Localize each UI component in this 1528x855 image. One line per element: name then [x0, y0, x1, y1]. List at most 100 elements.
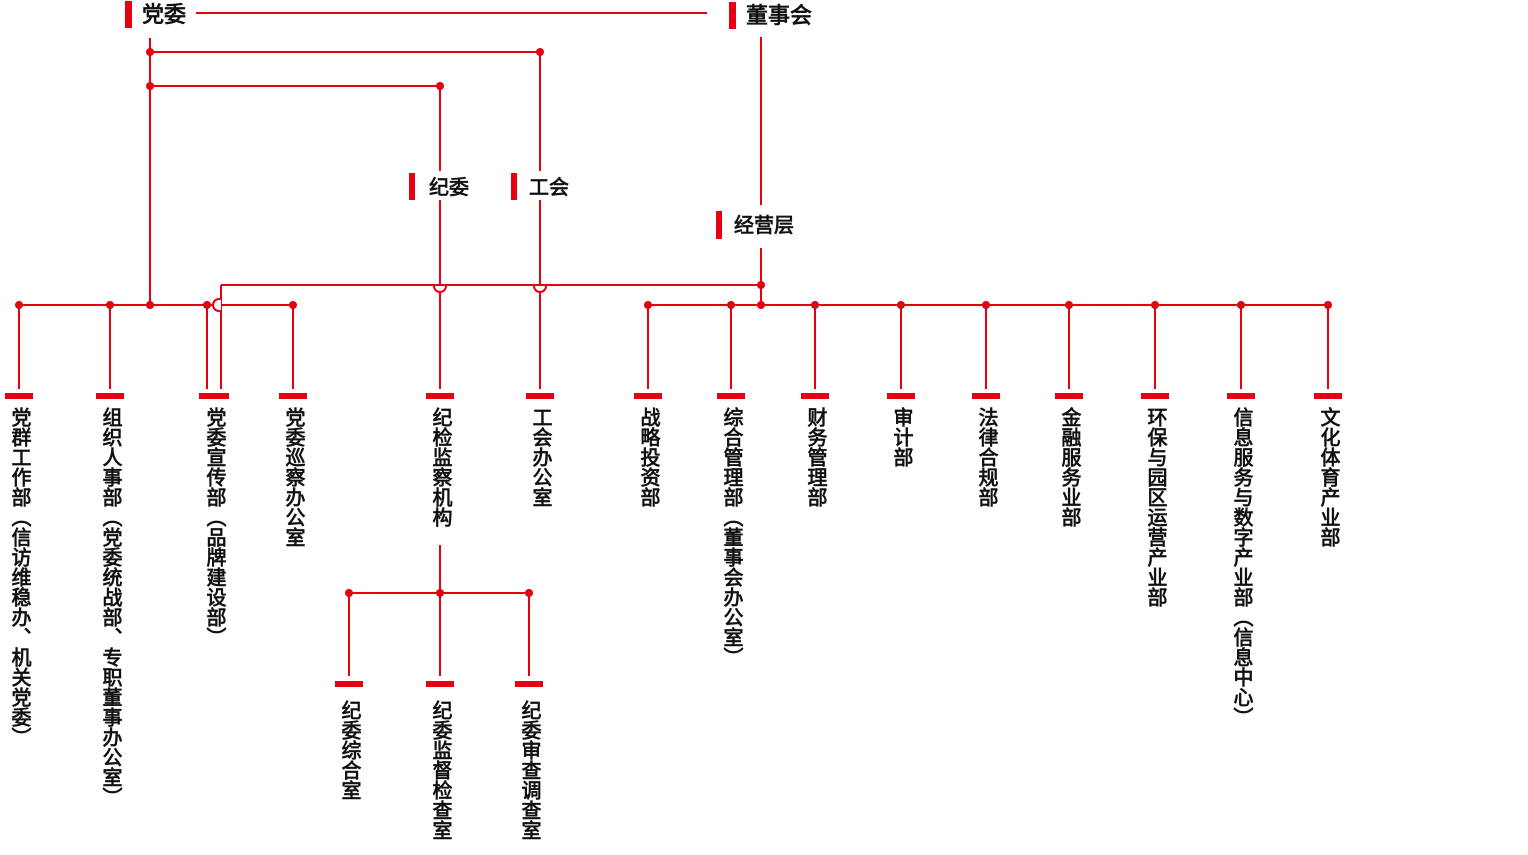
connector-line-vertical: [439, 86, 441, 171]
junction-dot: [644, 301, 652, 309]
department-bar: [426, 393, 454, 399]
node-label-labor-union: 工会: [529, 177, 569, 199]
junction-dot: [15, 301, 23, 309]
connector-line-vertical: [760, 248, 762, 306]
connector-line-vertical: [149, 38, 151, 306]
discipline-committee-accent-bar: [409, 173, 415, 200]
connector-line-vertical: [539, 52, 541, 171]
junction-dot: [345, 589, 353, 597]
connector-line-vertical: [439, 200, 441, 389]
department-label: 党委巡察办公室: [282, 407, 304, 547]
discipline-office-label: 纪委监督检查室: [429, 700, 451, 840]
department-label: 信息服务与数字产业部（信息中心）: [1230, 407, 1252, 727]
department-bar: [801, 393, 829, 399]
department-bar: [279, 393, 307, 399]
junction-dot: [146, 82, 154, 90]
junction-dot: [106, 301, 114, 309]
node-label-party-committee: 党委: [142, 2, 187, 27]
department-label: 战略投资部: [637, 407, 659, 507]
connector-line-vertical: [814, 305, 816, 389]
connector-line-vertical: [348, 593, 350, 676]
party-committee-accent-bar: [125, 1, 132, 28]
junction-dot: [1237, 301, 1245, 309]
connector-line-vertical: [1327, 305, 1329, 389]
junction-dot: [727, 301, 735, 309]
connector-line-vertical: [439, 545, 441, 593]
department-bar: [1314, 393, 1342, 399]
discipline-office-bar: [335, 681, 363, 687]
board-of-directors-accent-bar: [729, 2, 736, 29]
department-bar: [1227, 393, 1255, 399]
connector-line-horizontal: [150, 85, 441, 87]
connector-line-vertical: [439, 593, 441, 676]
department-label: 环保与园区运营产业部: [1144, 407, 1166, 607]
connector-line-horizontal: [19, 304, 293, 306]
discipline-office-label: 纪委综合室: [338, 700, 360, 800]
junction-dot: [811, 301, 819, 309]
labor-union-accent-bar: [511, 173, 517, 200]
department-bar: [5, 393, 33, 399]
node-label-management-level: 经营层: [734, 215, 794, 237]
department-label: 纪检监察机构: [429, 407, 451, 527]
connector-line-vertical: [292, 305, 294, 389]
department-bar: [1141, 393, 1169, 399]
discipline-office-bar: [515, 681, 543, 687]
department-bar: [634, 393, 662, 399]
junction-dot: [1151, 301, 1159, 309]
department-label: 法律合规部: [975, 407, 997, 507]
junction-dot: [289, 301, 297, 309]
department-bar: [972, 393, 1000, 399]
department-label: 党群工作部（信访维稳办、机关党委）: [8, 407, 30, 747]
line-crossing-hop: [533, 286, 547, 293]
junction-dot: [525, 589, 533, 597]
junction-dot: [1065, 301, 1073, 309]
department-bar: [199, 393, 229, 399]
discipline-office-bar: [426, 681, 454, 687]
connector-line-vertical: [528, 593, 530, 676]
department-label: 金融服务业部: [1058, 407, 1080, 527]
connector-line-vertical: [539, 200, 541, 389]
department-label: 工会办公室: [529, 407, 551, 507]
junction-dot: [436, 589, 444, 597]
junction-dot: [146, 48, 154, 56]
node-label-discipline-committee: 纪委: [429, 177, 469, 199]
connector-line-vertical: [109, 305, 111, 389]
junction-dot: [203, 301, 211, 309]
junction-dot: [757, 301, 765, 309]
connector-line-vertical: [900, 305, 902, 389]
department-label: 文化体育产业部: [1317, 407, 1339, 547]
connector-line-vertical: [647, 305, 649, 389]
junction-dot: [146, 301, 154, 309]
department-bar: [887, 393, 915, 399]
line-crossing-hop: [433, 286, 447, 293]
management-level-accent-bar: [716, 211, 722, 239]
junction-dot: [436, 82, 444, 90]
junction-dot: [982, 301, 990, 309]
connector-line-vertical: [1240, 305, 1242, 389]
department-label: 审计部: [890, 407, 912, 467]
connector-line-vertical: [220, 285, 222, 389]
junction-dot: [1324, 301, 1332, 309]
connector-line-vertical: [206, 305, 208, 389]
department-bar: [717, 393, 745, 399]
discipline-office-label: 纪委审查调查室: [518, 700, 540, 840]
department-label: 组织人事部（党委统战部、专职董事办公室）: [99, 407, 121, 807]
connector-line-horizontal: [150, 51, 541, 53]
connector-line-vertical: [760, 37, 762, 205]
department-label: 财务管理部: [804, 407, 826, 507]
junction-dot: [757, 281, 765, 289]
connector-line-vertical: [1068, 305, 1070, 389]
department-bar: [1055, 393, 1083, 399]
connector-line-vertical: [985, 305, 987, 389]
connector-line-horizontal: [196, 12, 707, 14]
junction-dot: [897, 301, 905, 309]
connector-line-vertical: [18, 305, 20, 389]
department-label: 党委宣传部（品牌建设部）: [203, 407, 225, 647]
department-bar: [526, 393, 554, 399]
line-crossing-hop: [212, 298, 221, 312]
connector-line-vertical: [1154, 305, 1156, 389]
junction-dot: [536, 48, 544, 56]
connector-line-vertical: [730, 305, 732, 389]
department-label: 综合管理部（董事会办公室）: [720, 407, 742, 667]
